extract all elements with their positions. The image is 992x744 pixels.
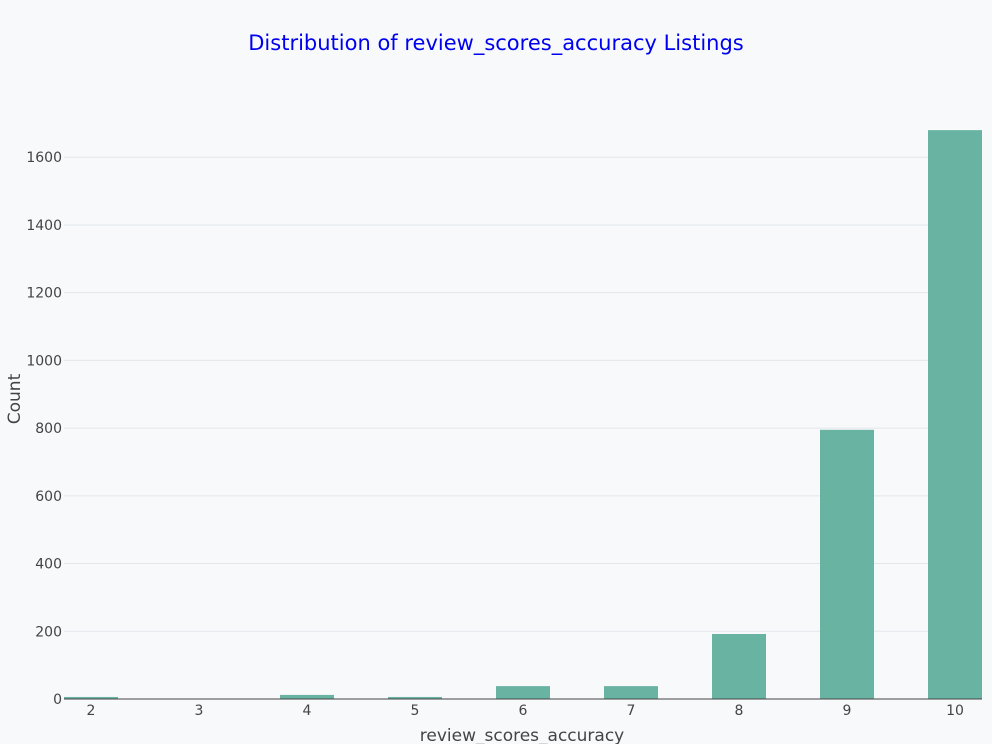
- bars: [64, 130, 982, 699]
- y-axis-title: Count: [5, 373, 25, 424]
- y-axis-ticks: 0 200 400 600 800 1000 1200 1400 1600: [26, 150, 62, 708]
- chart-title: Distribution of review_scores_accuracy L…: [248, 31, 743, 56]
- x-tick-label: 3: [195, 703, 204, 719]
- bar-6: [496, 686, 550, 699]
- bar-7: [604, 686, 658, 699]
- gridlines: [64, 156, 982, 632]
- bar-5: [388, 696, 442, 699]
- x-tick-label: 6: [519, 703, 528, 719]
- x-tick-label: 7: [627, 703, 636, 719]
- y-tick-label: 800: [35, 421, 62, 437]
- x-axis-title: review_scores_accuracy: [420, 726, 624, 744]
- x-tick-label: 5: [411, 703, 420, 719]
- y-tick-label: 400: [35, 557, 62, 573]
- x-tick-label: 2: [87, 703, 96, 719]
- y-tick-label: 600: [35, 489, 62, 505]
- x-tick-label: 8: [735, 703, 744, 719]
- x-axis-ticks: 2 3 4 5 6 7 8 9 10: [87, 703, 964, 719]
- y-tick-label: 1200: [26, 286, 62, 302]
- y-tick-label: 200: [35, 624, 62, 640]
- bar-10: [928, 130, 982, 699]
- bar-8: [712, 633, 766, 699]
- x-tick-label: 10: [946, 703, 964, 719]
- y-tick-label: 1000: [26, 353, 62, 369]
- bar-2: [64, 696, 118, 699]
- bar-9: [820, 429, 874, 699]
- x-tick-label: 9: [843, 703, 852, 719]
- y-tick-label: 0: [53, 692, 62, 708]
- y-tick-label: 1400: [26, 218, 62, 234]
- bar-4: [280, 694, 334, 699]
- y-tick-label: 1600: [26, 150, 62, 166]
- x-tick-label: 4: [303, 703, 312, 719]
